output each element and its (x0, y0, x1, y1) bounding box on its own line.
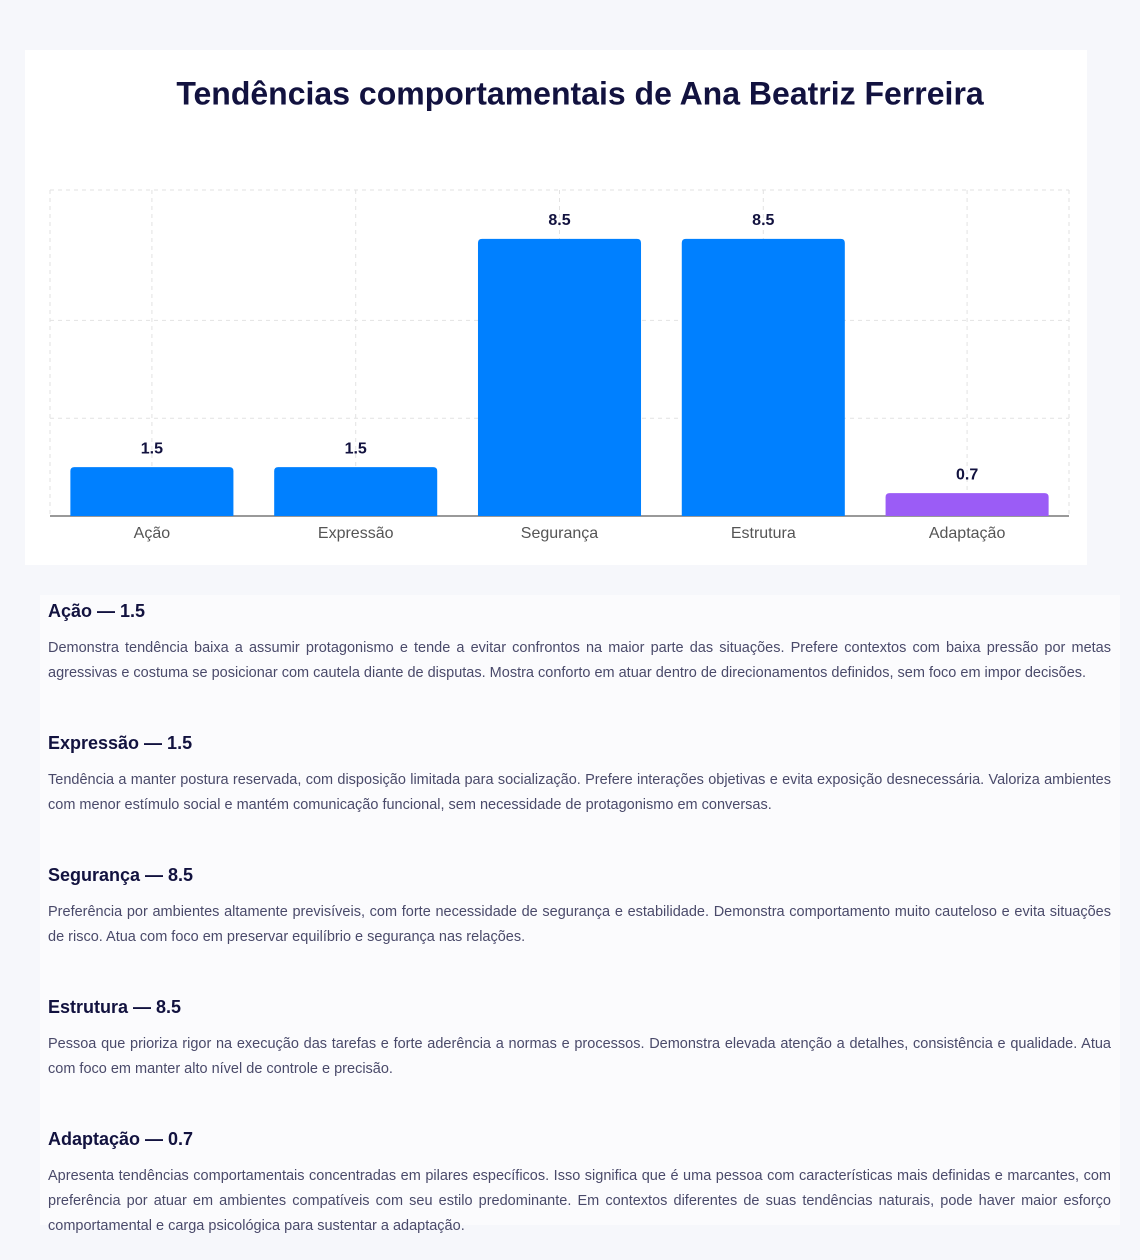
value-label: 0.7 (956, 466, 978, 483)
bar (681, 238, 845, 516)
chart: Tendências comportamentais de Ana Beatri… (49, 75, 1070, 542)
section-text: Pessoa que prioriza rigor na execução da… (48, 1036, 1111, 1077)
section-title: Ação — 1.5 (48, 601, 146, 621)
section-title: Expressão — 1.5 (48, 733, 193, 753)
x-tick-label: Estrutura (731, 525, 796, 542)
chart-title: Tendências comportamentais de Ana Beatri… (176, 75, 984, 111)
bar (885, 493, 1049, 516)
x-tick-label: Adaptação (929, 525, 1006, 542)
value-label: 8.5 (752, 212, 774, 229)
description-section: Ação — 1.5 Demonstra tendência baixa a as… (48, 600, 1111, 686)
bar (70, 467, 234, 516)
value-label: 8.5 (548, 212, 570, 229)
section-text: Preferência por ambientes altamente prev… (48, 904, 1111, 945)
section-text: Demonstra tendência baixa a assumir prot… (48, 640, 1111, 681)
x-tick-label: Ação (134, 525, 171, 542)
section-text: Tendência a manter postura reservada, co… (48, 772, 1111, 813)
descriptions: Ação — 1.5 Demonstra tendência baixa a as… (40, 595, 1120, 1234)
bar (274, 467, 438, 516)
value-label: 1.5 (141, 440, 163, 457)
x-tick-label: Expressão (318, 525, 394, 542)
description-section: Expressão — 1.5 Tendência a manter postur… (48, 732, 1111, 818)
description-section: Adaptação — 0.7 Apresenta tendências comp… (48, 1128, 1111, 1239)
bar (477, 238, 642, 516)
description-section: Estrutura — 8.5 Pessoa que prioriza rigor… (48, 996, 1111, 1082)
x-tick-label: Segurança (521, 525, 598, 542)
section-text: Apresenta tendências comportamentais con… (48, 1168, 1111, 1234)
value-label: 1.5 (345, 440, 367, 457)
section-title: Segurança — 8.5 (48, 865, 194, 885)
chart-card: Tendências comportamentais de Ana Beatri… (25, 50, 1087, 565)
section-title: Estrutura — 8.5 (48, 997, 182, 1017)
description-section: Segurança — 8.5 Preferência por ambientes… (48, 864, 1111, 950)
section-title: Adaptação — 0.7 (48, 1129, 194, 1149)
